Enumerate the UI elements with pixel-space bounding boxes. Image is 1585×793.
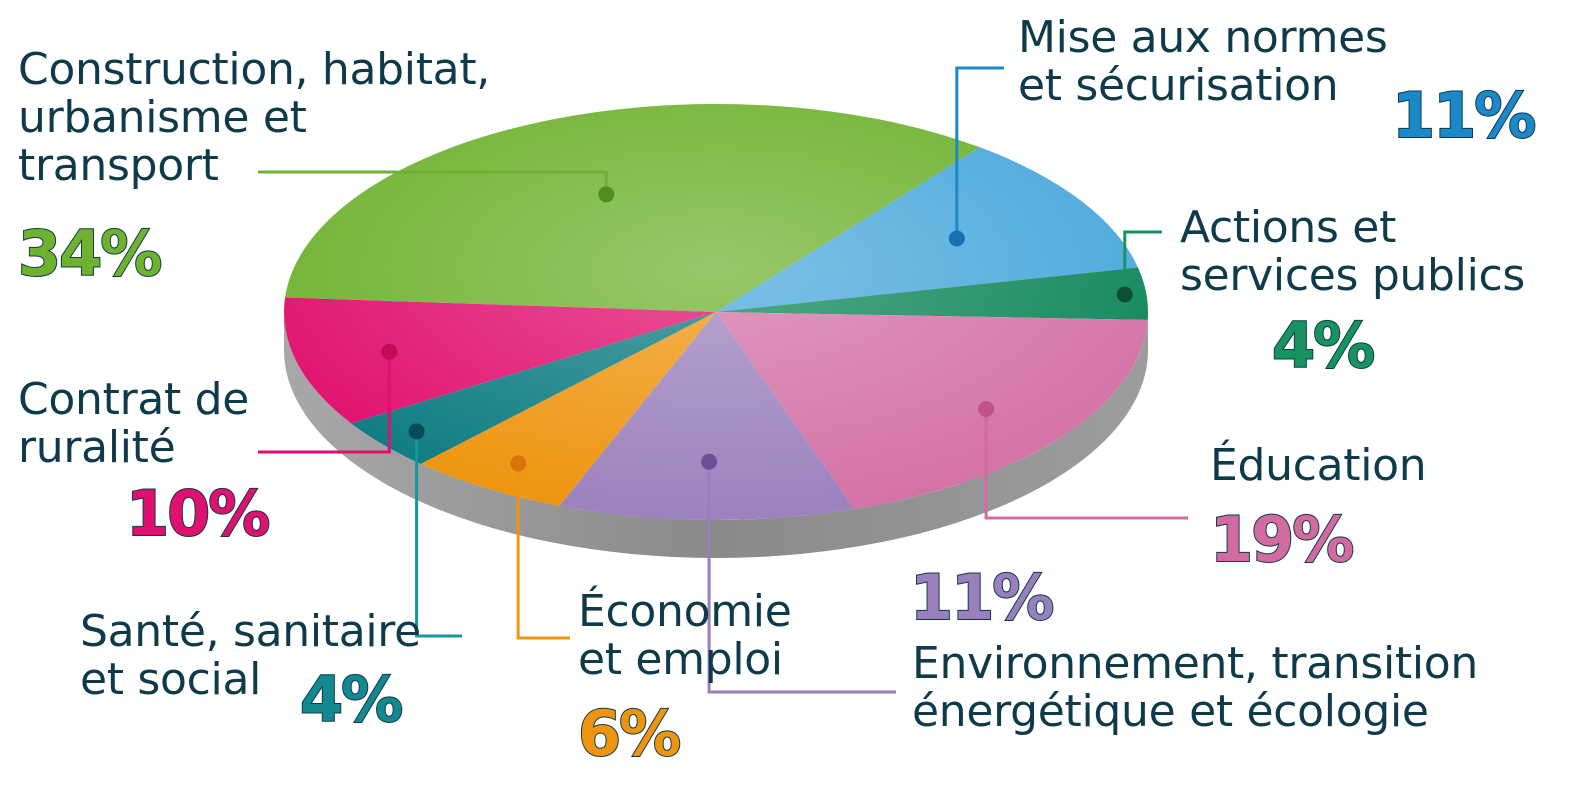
pie-sheen: [284, 104, 1148, 520]
callout-line: [707, 461, 896, 694]
label-construction-line2: urbanisme et: [18, 92, 307, 143]
label-mise-aux-normes: Mise aux normes et sécurisation: [1018, 14, 1388, 110]
label-env-line1: Environnement, transition: [912, 638, 1479, 689]
callout-dot: [510, 455, 527, 472]
pct-education: 19%: [1209, 503, 1355, 576]
pct-contrat: 10%: [125, 477, 271, 550]
callout-line: [258, 351, 391, 454]
callout-line: [516, 463, 570, 640]
callout-dot: [948, 230, 965, 247]
label-env-line2: énergétique et écologie: [912, 686, 1429, 737]
label-sante: Santé, sanitaire et social: [80, 608, 421, 704]
callout-dot: [978, 401, 995, 418]
pct-economie: 6%: [577, 697, 682, 770]
label-contrat-line1: Contrat de: [18, 374, 250, 425]
pct-actions-services: 4%: [1271, 309, 1376, 382]
callout-dot: [381, 343, 398, 360]
label-eco-line2: et emploi: [578, 634, 783, 685]
label-sante-line2: et social: [80, 654, 262, 705]
label-contrat-line2: ruralité: [18, 422, 176, 473]
label-mise-line2: et sécurisation: [1018, 60, 1339, 111]
callout-dot: [701, 453, 718, 470]
pct-mise-aux-normes: 11%: [1391, 79, 1537, 152]
label-construction: Construction, habitat, urbanisme et tran…: [18, 46, 490, 190]
label-environnement: Environnement, transition énergétique et…: [912, 640, 1478, 736]
callout-line: [984, 409, 1188, 520]
callout-dot: [408, 423, 425, 440]
label-actions-line1: Actions et: [1180, 202, 1397, 253]
label-mise-line1: Mise aux normes: [1018, 12, 1388, 63]
callout-line: [955, 66, 1004, 239]
pct-environnement: 11%: [909, 561, 1055, 634]
pct-construction: 34%: [17, 217, 163, 290]
label-actions-line2: services publics: [1180, 250, 1526, 301]
pct-sante: 4%: [299, 663, 404, 736]
pie-side-edge: [284, 312, 1148, 558]
label-construction-line1: Construction, habitat,: [18, 44, 490, 95]
label-eco-line1: Économie: [578, 586, 792, 637]
callout-line: [415, 431, 462, 638]
label-contrat: Contrat de ruralité: [18, 376, 249, 472]
label-construction-line3: transport: [18, 140, 219, 191]
label-economie: Économie et emploi: [578, 586, 792, 685]
callout-dot: [598, 186, 615, 203]
label-sante-line1: Santé, sanitaire: [80, 606, 421, 657]
callout-dot: [1116, 286, 1133, 303]
label-actions-services: Actions et services publics: [1180, 204, 1525, 300]
label-education: Éducation: [1210, 440, 1427, 491]
callout-line: [1123, 230, 1162, 295]
